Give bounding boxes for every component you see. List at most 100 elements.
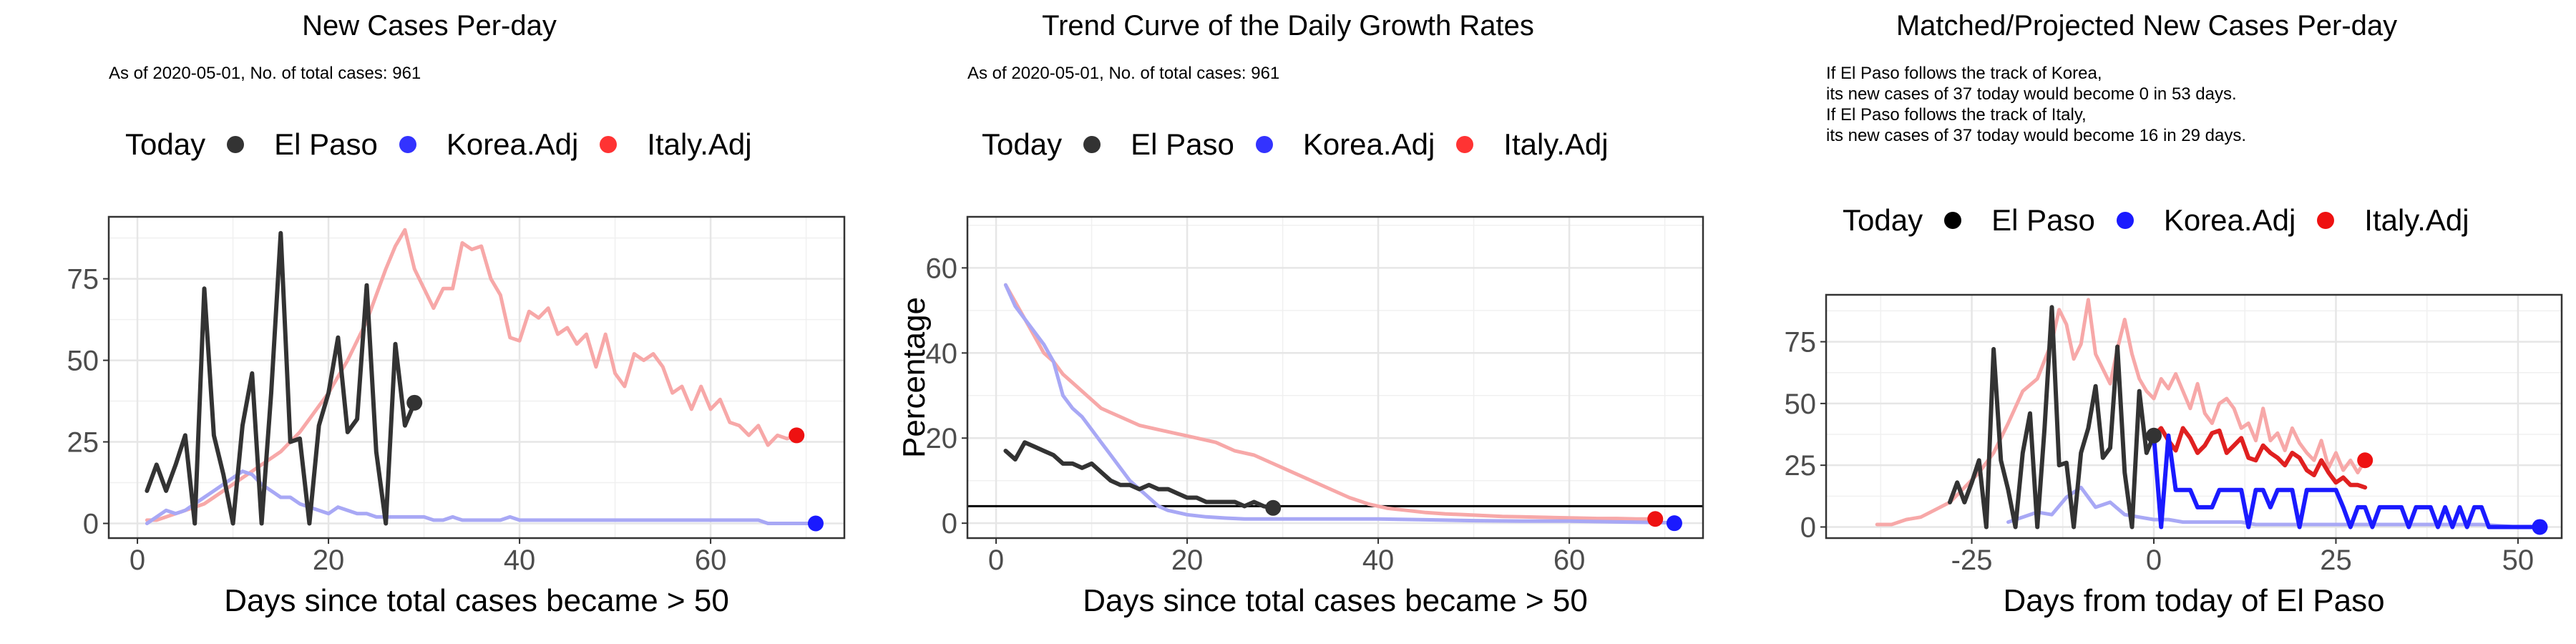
chart-title: New Cases Per-day <box>302 10 557 42</box>
legend-item: Korea.Adj <box>1255 127 1435 162</box>
x-tick-label: 50 <box>2502 545 2534 576</box>
series-line <box>1003 283 1677 525</box>
legend-dot <box>2116 212 2134 229</box>
chart-title: Matched/Projected New Cases Per-day <box>1896 10 2398 42</box>
x-tick-label: 60 <box>1553 545 1586 576</box>
chart-subtitle: As of 2020-05-01, No. of total cases: 96… <box>109 64 421 83</box>
legend: Today El Paso Korea.Adj Italy.Adj <box>982 123 1630 166</box>
panel-new-cases: New Cases Per-day As of 2020-05-01, No. … <box>0 0 859 644</box>
series-line <box>1948 305 2156 530</box>
plot-border <box>1825 293 2563 540</box>
end-point <box>789 427 805 444</box>
x-tick-label: 25 <box>2320 545 2352 576</box>
legend-label: El Paso <box>1131 127 1234 161</box>
panel-growth-rates: Trend Curve of the Daily Growth Rates As… <box>859 0 1717 644</box>
x-tick-label: 60 <box>695 545 727 576</box>
legend: Today El Paso Korea.Adj Italy.Adj <box>125 123 774 166</box>
y-tick-label: 60 <box>926 253 958 284</box>
legend-item: Italy.Adj <box>600 127 752 162</box>
plot-new-cases: 0 20 40 60 0 25 50 75 Days since total cases bec… <box>67 215 846 618</box>
series-line <box>2152 433 2542 530</box>
legend-item: Korea.Adj <box>2116 203 2296 238</box>
legend-dot <box>1083 136 1101 153</box>
grid-major <box>109 217 844 538</box>
x-axis-title: Days since total cases became > 50 <box>1083 583 1588 618</box>
projection-note-3: If El Paso follows the track of Italy, <box>1826 105 2087 125</box>
grid-minor <box>967 217 1703 538</box>
series-line <box>1003 283 1657 521</box>
projection-note-1: If El Paso follows the track of Korea, <box>1826 64 2102 83</box>
legend-dot <box>1255 136 1273 153</box>
legend-label: Italy.Adj <box>2364 203 2469 237</box>
y-tick-label: 75 <box>67 264 99 296</box>
x-axis-title: Days since total cases became > 50 <box>224 583 729 618</box>
legend-item: Korea.Adj <box>399 127 578 162</box>
legend-dot <box>1944 212 1962 229</box>
legend-item: Italy.Adj <box>1456 127 1609 162</box>
end-point <box>406 394 423 411</box>
y-axis-title: Percentage <box>897 297 932 458</box>
legend-title: Today <box>1843 203 1923 237</box>
y-tick-label: 25 <box>67 427 99 459</box>
series-line <box>2152 426 2368 490</box>
legend-dot <box>2317 212 2335 229</box>
y-tick-label: 50 <box>67 346 99 377</box>
legend-item: El Paso <box>1083 127 1234 162</box>
grid-minor <box>109 217 844 538</box>
y-tick-label: 0 <box>83 508 99 540</box>
plot-projected: -25 0 25 50 0 25 50 75 Days from today of El Pas… <box>1785 293 2563 618</box>
series-line <box>145 469 818 525</box>
y-tick-label: 20 <box>926 423 958 454</box>
x-tick-label: 0 <box>988 545 1004 576</box>
grid-major <box>967 217 1703 538</box>
legend-dot <box>399 136 416 153</box>
series-line <box>145 230 417 526</box>
legend-item: El Paso <box>1944 203 2095 238</box>
x-tick-label: 20 <box>313 545 345 576</box>
legend-label: El Paso <box>1991 203 2095 237</box>
series-line <box>1003 440 1276 510</box>
end-point <box>2357 452 2373 469</box>
y-tick-label: 50 <box>1785 389 1817 420</box>
plot-border <box>107 215 846 540</box>
x-axis-title: Days from today of El Paso <box>2003 583 2384 618</box>
series-line <box>1875 298 2367 527</box>
legend: Today El Paso Korea.Adj Italy.Adj <box>1843 199 2491 242</box>
x-tick-label: 40 <box>504 545 536 576</box>
y-tick-label: 0 <box>1800 512 1816 543</box>
projection-note-2: its new cases of 37 today would become 0… <box>1826 84 2237 104</box>
legend-label: Korea.Adj <box>1302 127 1435 161</box>
legend-label: Italy.Adj <box>647 127 752 161</box>
y-tick-label: 40 <box>926 338 958 369</box>
grid-minor <box>1826 295 2562 538</box>
x-tick-label: -25 <box>1951 545 1993 576</box>
legend-dot <box>227 136 245 153</box>
legend-label: Korea.Adj <box>2163 203 2296 237</box>
chart-subtitle: As of 2020-05-01, No. of total cases: 96… <box>967 64 1280 83</box>
panel-projected: Matched/Projected New Cases Per-day If E… <box>1717 0 2576 644</box>
legend-label: El Paso <box>274 127 378 161</box>
end-point <box>807 515 824 532</box>
legend-item: Italy.Adj <box>2317 203 2469 238</box>
legend-dot <box>1456 136 1474 153</box>
end-point <box>1666 515 1682 532</box>
legend-dot <box>600 136 618 153</box>
x-tick-label: 40 <box>1362 545 1395 576</box>
series-line <box>145 228 799 522</box>
legend-item: El Paso <box>227 127 378 162</box>
x-tick-label: 20 <box>1171 545 1204 576</box>
plot-growth-rates: 0 20 40 60 0 20 40 60 Days since total cases bec… <box>897 215 1704 618</box>
legend-title: Today <box>982 127 1063 161</box>
y-tick-label: 25 <box>1785 450 1817 482</box>
end-point <box>1265 499 1282 516</box>
end-point <box>1647 511 1664 527</box>
plot-border <box>966 215 1704 540</box>
end-point <box>2532 519 2548 535</box>
end-point <box>2146 427 2162 444</box>
legend-label: Italy.Adj <box>1503 127 1609 161</box>
y-tick-label: 0 <box>942 508 957 540</box>
legend-label: Korea.Adj <box>446 127 579 161</box>
chart-title: Trend Curve of the Daily Growth Rates <box>1042 10 1534 42</box>
grid-major <box>1826 295 2562 538</box>
projection-note-4: its new cases of 37 today would become 1… <box>1826 126 2247 145</box>
